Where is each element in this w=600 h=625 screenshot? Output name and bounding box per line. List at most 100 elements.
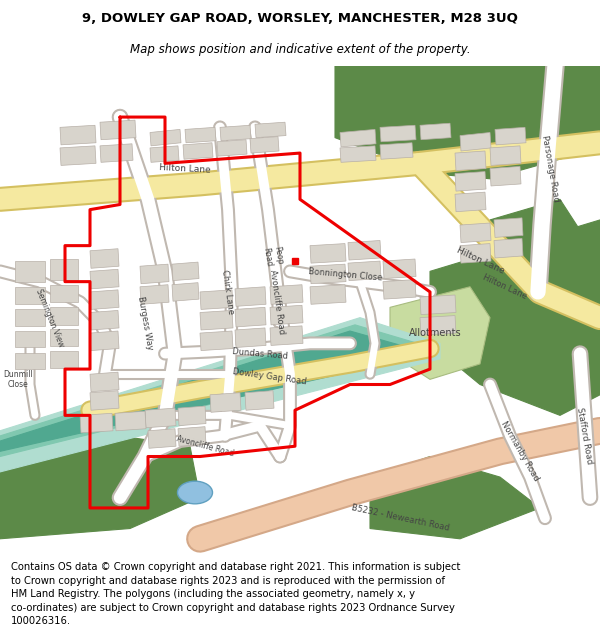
Polygon shape bbox=[0, 318, 440, 472]
Text: Avoncliffe Road: Avoncliffe Road bbox=[268, 269, 286, 335]
Polygon shape bbox=[217, 139, 247, 156]
Text: Avoncliffe Road: Avoncliffe Road bbox=[175, 434, 235, 458]
Polygon shape bbox=[140, 285, 169, 304]
Polygon shape bbox=[494, 238, 523, 258]
Polygon shape bbox=[178, 406, 206, 426]
Polygon shape bbox=[200, 311, 233, 330]
Polygon shape bbox=[420, 316, 456, 335]
Polygon shape bbox=[490, 166, 521, 186]
Polygon shape bbox=[490, 146, 521, 166]
Polygon shape bbox=[455, 172, 486, 191]
Polygon shape bbox=[490, 199, 580, 256]
Text: 9, DOWLEY GAP ROAD, WORSLEY, MANCHESTER, M28 3UQ: 9, DOWLEY GAP ROAD, WORSLEY, MANCHESTER,… bbox=[82, 12, 518, 25]
Text: Dundas Road: Dundas Road bbox=[232, 347, 288, 361]
Text: Burgess Way: Burgess Way bbox=[136, 295, 154, 351]
Polygon shape bbox=[50, 351, 78, 368]
Polygon shape bbox=[390, 287, 490, 379]
Text: Allotments: Allotments bbox=[409, 328, 461, 338]
Polygon shape bbox=[210, 392, 241, 412]
Polygon shape bbox=[150, 129, 181, 146]
Polygon shape bbox=[100, 120, 136, 139]
Polygon shape bbox=[380, 125, 416, 142]
Text: Bonnington Close: Bonnington Close bbox=[308, 267, 382, 282]
Polygon shape bbox=[310, 244, 346, 263]
Polygon shape bbox=[200, 290, 233, 309]
Polygon shape bbox=[420, 123, 451, 139]
Polygon shape bbox=[455, 192, 486, 212]
Polygon shape bbox=[255, 122, 286, 138]
Polygon shape bbox=[150, 146, 179, 162]
Text: Normanby Road: Normanby Road bbox=[499, 420, 541, 483]
Polygon shape bbox=[0, 436, 200, 539]
Polygon shape bbox=[310, 264, 346, 284]
Polygon shape bbox=[15, 331, 45, 348]
Polygon shape bbox=[340, 129, 376, 147]
Polygon shape bbox=[90, 269, 119, 289]
Text: Parsonage Road: Parsonage Road bbox=[539, 134, 560, 202]
Polygon shape bbox=[348, 261, 381, 281]
Ellipse shape bbox=[178, 481, 212, 504]
Polygon shape bbox=[335, 66, 600, 179]
Polygon shape bbox=[15, 309, 45, 326]
Text: Chirk Lane: Chirk Lane bbox=[220, 269, 236, 315]
Polygon shape bbox=[0, 325, 435, 456]
Polygon shape bbox=[220, 125, 251, 141]
Text: Dunmill
Close: Dunmill Close bbox=[3, 369, 33, 389]
Polygon shape bbox=[430, 220, 600, 416]
Polygon shape bbox=[460, 244, 491, 263]
Polygon shape bbox=[90, 249, 119, 268]
Polygon shape bbox=[200, 331, 233, 351]
Polygon shape bbox=[380, 142, 413, 159]
Polygon shape bbox=[50, 285, 78, 302]
Polygon shape bbox=[90, 311, 119, 330]
Polygon shape bbox=[145, 408, 176, 428]
Polygon shape bbox=[495, 127, 526, 145]
Polygon shape bbox=[183, 142, 213, 159]
Text: Dowley Gap Road: Dowley Gap Road bbox=[232, 367, 308, 386]
Text: Hilton Lane: Hilton Lane bbox=[455, 246, 505, 276]
Polygon shape bbox=[172, 282, 199, 301]
Text: Peop
Road: Peop Road bbox=[262, 245, 284, 267]
Polygon shape bbox=[245, 391, 274, 410]
Polygon shape bbox=[348, 241, 381, 260]
Text: Contains OS data © Crown copyright and database right 2021. This information is : Contains OS data © Crown copyright and d… bbox=[11, 562, 460, 625]
Polygon shape bbox=[115, 411, 146, 431]
Polygon shape bbox=[460, 132, 491, 151]
Text: Hilton Lane: Hilton Lane bbox=[159, 162, 211, 174]
Polygon shape bbox=[540, 66, 600, 128]
Polygon shape bbox=[15, 352, 45, 369]
Polygon shape bbox=[420, 295, 456, 314]
Polygon shape bbox=[250, 137, 279, 153]
Polygon shape bbox=[340, 146, 376, 162]
Polygon shape bbox=[460, 223, 491, 243]
Polygon shape bbox=[50, 329, 78, 346]
Polygon shape bbox=[172, 262, 199, 281]
Polygon shape bbox=[370, 456, 540, 539]
Text: Stafford Road: Stafford Road bbox=[575, 407, 593, 465]
Polygon shape bbox=[60, 125, 96, 145]
Polygon shape bbox=[270, 285, 303, 304]
Polygon shape bbox=[235, 308, 266, 327]
Polygon shape bbox=[15, 287, 45, 304]
Polygon shape bbox=[455, 151, 486, 171]
Polygon shape bbox=[185, 127, 216, 142]
Polygon shape bbox=[494, 218, 523, 238]
Polygon shape bbox=[80, 413, 113, 433]
Polygon shape bbox=[50, 308, 78, 325]
Polygon shape bbox=[90, 372, 119, 392]
Text: Semington View: Semington View bbox=[34, 288, 66, 348]
Text: Map shows position and indicative extent of the property.: Map shows position and indicative extent… bbox=[130, 42, 470, 56]
Polygon shape bbox=[178, 427, 206, 446]
Polygon shape bbox=[383, 259, 416, 279]
Polygon shape bbox=[90, 331, 119, 351]
Text: B5232 - Newearth Road: B5232 - Newearth Road bbox=[350, 503, 450, 533]
Polygon shape bbox=[90, 290, 119, 309]
Polygon shape bbox=[310, 285, 346, 304]
Polygon shape bbox=[383, 279, 416, 299]
Polygon shape bbox=[270, 305, 303, 325]
Polygon shape bbox=[235, 287, 266, 306]
Polygon shape bbox=[235, 328, 266, 348]
Polygon shape bbox=[50, 259, 78, 279]
Polygon shape bbox=[60, 146, 96, 166]
Polygon shape bbox=[140, 264, 169, 284]
